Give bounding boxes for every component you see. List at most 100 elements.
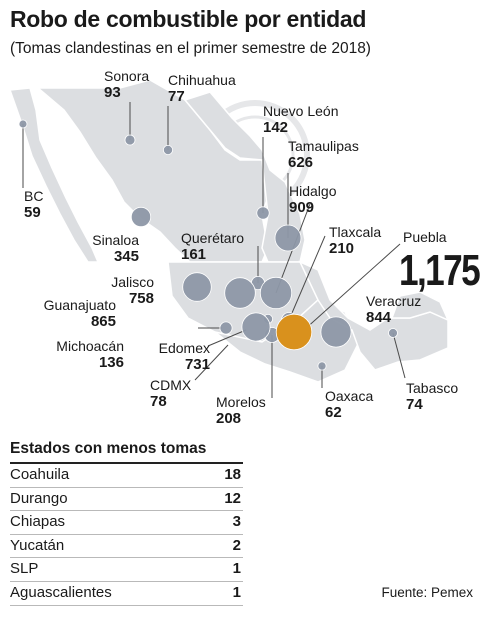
state-value: 136: [98, 354, 124, 372]
state-name: Oaxaca: [325, 388, 374, 404]
leader-cdmx: [194, 344, 229, 381]
state-name: CDMX: [150, 377, 192, 393]
bubble-edomex: [241, 312, 271, 342]
state-value: 865: [90, 313, 116, 331]
bubble-tamaulipas: [274, 224, 302, 252]
bubble-nuevo-leon: [256, 206, 270, 220]
state-value: 62: [325, 404, 342, 422]
state-name: Guanajuato: [43, 297, 116, 313]
label-tamaulipas: Tamaulipas 626: [288, 138, 359, 171]
state-name: Puebla: [403, 229, 447, 245]
label-bc: BC 59: [24, 188, 43, 221]
state-name: Tlaxcala: [329, 224, 382, 240]
leader-puebla: [303, 243, 401, 331]
row-state: Durango: [10, 489, 68, 507]
table-row: Aguascalientes 1: [10, 582, 243, 606]
state-value: 59: [24, 204, 41, 222]
bubble-puebla: [275, 313, 313, 351]
row-state: SLP: [10, 560, 39, 578]
state-name: Veracruz: [366, 293, 422, 309]
bubble-sonora: [124, 134, 136, 146]
state-value: 345: [113, 248, 139, 266]
row-value: 18: [224, 466, 241, 483]
state-value: 731: [184, 356, 210, 374]
label-tabasco: Tabasco 74: [406, 380, 458, 413]
row-value: 12: [224, 489, 241, 507]
table-row: Durango 12: [10, 488, 243, 512]
state-name: BC: [24, 188, 44, 204]
state-name: Hidalgo: [289, 183, 337, 199]
state-name: Sinaloa: [92, 232, 139, 248]
row-value: 2: [232, 536, 241, 554]
label-jalisco: Jalisco 758: [96, 274, 154, 307]
state-name: Michoacán: [56, 338, 124, 354]
row-state: Yucatán: [10, 536, 65, 554]
mexico-map: [8, 79, 450, 398]
page-title: Robo de combustible por entidad: [10, 6, 367, 32]
label-sonora: Sonora 93: [104, 68, 149, 101]
bubble-michoacan: [219, 321, 233, 335]
label-morelos: Morelos 208: [216, 394, 266, 427]
state-value: 78: [150, 393, 167, 411]
state-name: Morelos: [216, 394, 266, 410]
state-value: 758: [128, 290, 154, 308]
row-value: 3: [232, 513, 241, 531]
label-cdmx: CDMX 78: [150, 377, 191, 410]
table-row: SLP 1: [10, 558, 243, 582]
label-puebla: Puebla: [403, 229, 447, 245]
row-value: 1: [232, 583, 241, 601]
state-value: 208: [216, 410, 242, 428]
bubble-sinaloa: [130, 206, 152, 228]
leader-edomex: [207, 329, 247, 347]
label-nuevo-leon: Nuevo León 142: [263, 103, 339, 136]
state-name: Tamaulipas: [288, 138, 359, 154]
state-value: 93: [104, 84, 121, 102]
bubble-hidalgo: [259, 276, 293, 310]
state-name: Edomex: [158, 340, 210, 356]
label-edomex: Edomex 731: [146, 340, 210, 373]
label-guanajuato: Guanajuato 865: [16, 297, 116, 330]
row-state: Coahuila: [10, 466, 70, 483]
state-value: 142: [263, 119, 289, 137]
label-tlaxcala: Tlaxcala 210: [329, 224, 381, 257]
table-row: Yucatán 2: [10, 535, 243, 559]
state-name: Jalisco: [111, 274, 154, 290]
state-value: 161: [181, 246, 207, 264]
bubble-bc: [18, 119, 28, 129]
bubble-chihuahua: [162, 144, 173, 155]
state-name: Chihuahua: [168, 72, 236, 88]
source-note: Fuente: Pemex: [381, 585, 473, 600]
state-value: 844: [366, 309, 392, 327]
table-row: Coahuila 18: [10, 464, 243, 488]
state-name: Sonora: [104, 68, 150, 84]
label-veracruz: Veracruz 844: [366, 293, 421, 326]
state-value: 909: [289, 199, 315, 217]
row-state: Aguascalientes: [10, 583, 112, 601]
label-hidalgo: Hidalgo 909: [289, 183, 336, 216]
state-name: Querétaro: [181, 230, 245, 246]
leader-tabasco: [392, 332, 406, 379]
state-name: Tabasco: [406, 380, 459, 396]
label-chihuahua: Chihuahua 77: [168, 72, 236, 105]
table-row: Chiapas 3: [10, 511, 243, 535]
row-value: 1: [232, 560, 241, 578]
row-state: Chiapas: [10, 513, 66, 531]
state-value: 210: [329, 240, 355, 258]
bubble-guanajuato: [224, 277, 256, 309]
leader-tlaxcala: [288, 235, 326, 321]
state-value: 77: [168, 88, 185, 106]
bubble-oaxaca: [317, 361, 327, 371]
label-queretaro: Querétaro 161: [181, 230, 244, 263]
fewest-thefts-table: Estados con menos tomas Coahuila 18 Duran…: [10, 440, 243, 606]
bubble-veracruz: [320, 316, 352, 348]
bubble-tabasco: [388, 328, 398, 338]
bubble-layer: [18, 119, 398, 371]
table-title: Estados con menos tomas: [10, 440, 243, 464]
state-value: 626: [288, 154, 314, 172]
label-oaxaca: Oaxaca 62: [325, 388, 373, 421]
state-value: 74: [406, 396, 423, 414]
state-name: Nuevo León: [263, 103, 339, 119]
bubble-jalisco: [182, 272, 212, 302]
puebla-value: 1,175: [399, 246, 481, 295]
page-subtitle: (Tomas clandestinas en el primer semestr…: [10, 40, 371, 57]
